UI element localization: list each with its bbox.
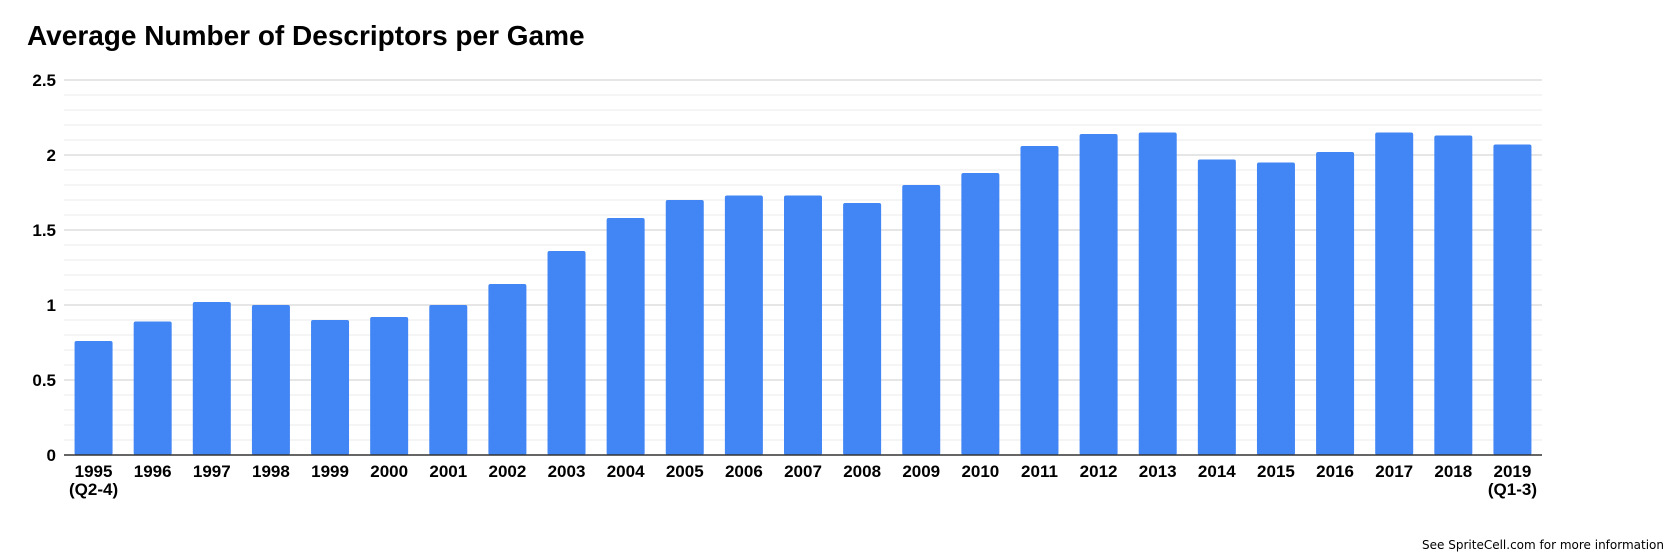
bar	[724, 195, 763, 455]
x-tick-label: 1998	[252, 462, 290, 481]
x-tick-label: 1995	[75, 462, 113, 481]
x-tick-label: 2006	[725, 462, 763, 481]
bar	[1197, 159, 1236, 455]
x-tick-label: 2016	[1316, 462, 1354, 481]
bar	[1020, 146, 1059, 455]
bar	[1079, 134, 1118, 455]
bar	[1316, 152, 1355, 455]
x-tick-label: 2003	[548, 462, 586, 481]
x-tick-label: 2018	[1434, 462, 1472, 481]
x-tick-label: 2001	[429, 462, 467, 481]
y-tick-labels: 0 0.5 1 1.5 2 2.5	[32, 71, 56, 465]
y-tick-label: 2	[47, 146, 56, 165]
bar	[429, 305, 468, 455]
bar	[488, 284, 527, 455]
bar	[192, 302, 231, 455]
x-tick-label: 2009	[902, 462, 940, 481]
x-tick-labels: 1995(Q2-4) 1996 1997 1998 1999 2000 2001 2002 20…	[69, 462, 1537, 499]
bar	[251, 305, 290, 455]
footer-note: See SpriteCell.com for more information	[1422, 538, 1664, 552]
x-tick-label: 1997	[193, 462, 231, 481]
x-tick-label: 2004	[607, 462, 645, 481]
bar	[606, 218, 645, 455]
x-tick-label: 2011	[1021, 462, 1058, 481]
x-tick-label: 2000	[370, 462, 408, 481]
chart-title: Average Number of Descriptors per Game	[27, 20, 585, 51]
x-tick-label: (Q1-3)	[1488, 480, 1537, 499]
y-tick-label: 1	[47, 296, 56, 315]
x-tick-label: 2002	[488, 462, 526, 481]
bar	[665, 200, 704, 455]
x-tick-label: (Q2-4)	[69, 480, 118, 499]
y-tick-label: 1.5	[32, 221, 56, 240]
bar	[843, 203, 882, 455]
x-tick-label: 2005	[666, 462, 704, 481]
y-tick-label: 2.5	[32, 71, 56, 90]
bar	[1493, 144, 1532, 455]
x-tick-label: 2014	[1198, 462, 1236, 481]
x-tick-label: 2012	[1080, 462, 1118, 481]
bar	[961, 173, 1000, 455]
bar	[784, 195, 822, 455]
bar	[1256, 162, 1295, 455]
y-tick-label: 0	[47, 446, 56, 465]
bar	[133, 321, 172, 455]
bar	[370, 317, 409, 455]
bar	[1375, 132, 1414, 455]
x-tick-label: 1999	[311, 462, 349, 481]
bar	[1434, 135, 1473, 455]
x-tick-label: 2013	[1139, 462, 1177, 481]
x-tick-label: 2019	[1494, 462, 1532, 481]
x-tick-label: 2010	[961, 462, 999, 481]
bar	[1138, 132, 1177, 455]
bars-layer	[74, 132, 1532, 455]
bar	[74, 341, 113, 455]
x-tick-label: 1996	[134, 462, 172, 481]
bar	[547, 251, 586, 455]
x-tick-label: 2008	[843, 462, 881, 481]
x-tick-label: 2017	[1375, 462, 1413, 481]
y-tick-label: 0.5	[32, 371, 56, 390]
x-tick-label: 2015	[1257, 462, 1295, 481]
bar	[311, 320, 350, 455]
x-tick-label: 2007	[784, 462, 822, 481]
bar	[902, 185, 941, 455]
